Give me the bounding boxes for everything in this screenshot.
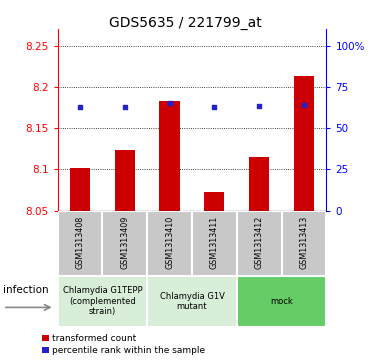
Bar bbox=[70, 168, 90, 211]
Bar bbox=[204, 192, 224, 211]
Point bbox=[122, 105, 128, 110]
Point bbox=[167, 101, 173, 106]
Bar bbox=[160, 101, 180, 211]
Text: Chlamydia G1V
mutant: Chlamydia G1V mutant bbox=[160, 291, 224, 311]
Bar bbox=[282, 211, 326, 276]
Bar bbox=[58, 276, 147, 327]
Text: GSM1313413: GSM1313413 bbox=[299, 215, 309, 269]
Point bbox=[211, 105, 217, 110]
Text: GDS5635 / 221799_at: GDS5635 / 221799_at bbox=[109, 16, 262, 30]
Text: GSM1313411: GSM1313411 bbox=[210, 215, 219, 269]
Point bbox=[77, 105, 83, 110]
Text: GSM1313412: GSM1313412 bbox=[255, 215, 264, 269]
Point bbox=[256, 103, 262, 109]
Bar bbox=[192, 211, 237, 276]
Bar bbox=[249, 157, 269, 211]
Legend: transformed count, percentile rank within the sample: transformed count, percentile rank withi… bbox=[42, 334, 206, 355]
Bar bbox=[115, 150, 135, 211]
Bar bbox=[294, 76, 314, 211]
Text: Chlamydia G1TEPP
(complemented
strain): Chlamydia G1TEPP (complemented strain) bbox=[63, 286, 142, 316]
Text: GSM1313410: GSM1313410 bbox=[165, 215, 174, 269]
Bar bbox=[147, 211, 192, 276]
Bar bbox=[237, 211, 282, 276]
Bar bbox=[58, 211, 102, 276]
Text: GSM1313409: GSM1313409 bbox=[120, 215, 129, 269]
Bar bbox=[147, 276, 237, 327]
Bar bbox=[102, 211, 147, 276]
Bar bbox=[237, 276, 326, 327]
Text: mock: mock bbox=[270, 297, 293, 306]
Text: GSM1313408: GSM1313408 bbox=[75, 215, 85, 269]
Point bbox=[301, 102, 307, 108]
Text: infection: infection bbox=[3, 285, 49, 295]
